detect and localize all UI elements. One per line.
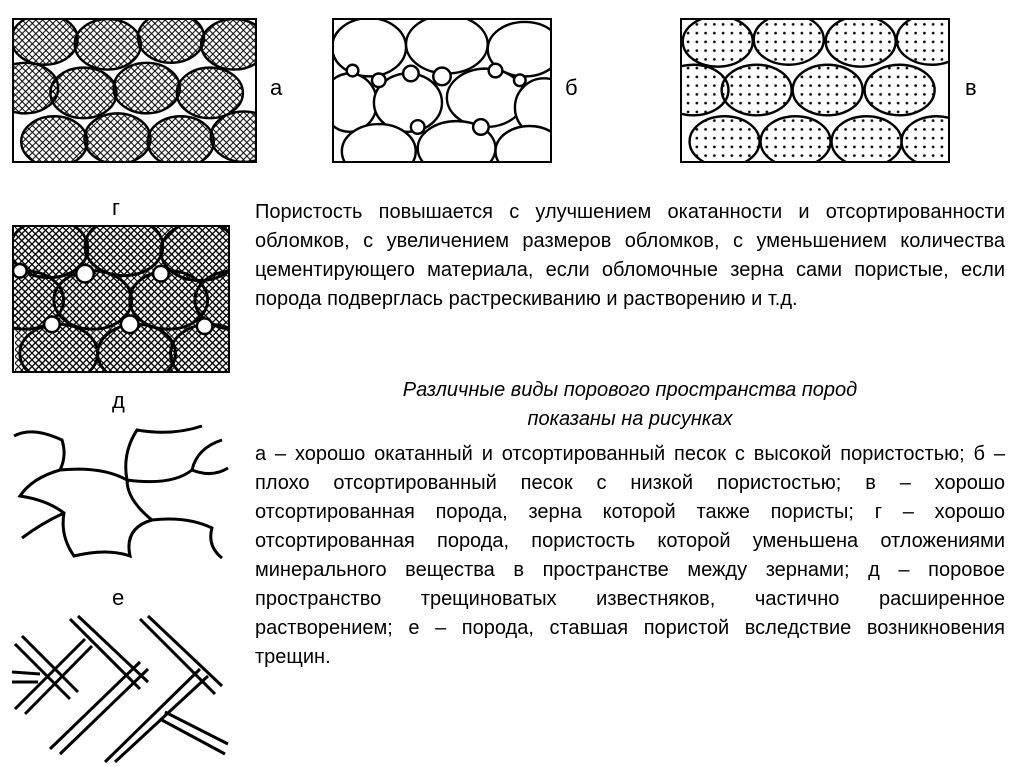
figure-e <box>10 614 230 764</box>
heading-line-1: Различные виды порового пространства пор… <box>403 379 857 401</box>
figure-g-svg <box>14 227 228 371</box>
heading-line-2: показаны на рисунках <box>527 408 732 430</box>
figure-g <box>12 225 230 373</box>
figure-v-svg <box>682 20 948 161</box>
paragraph-porosity: Пористость повышается с улучшением оката… <box>255 198 1005 314</box>
figure-b <box>332 18 552 163</box>
label-b: б <box>565 75 578 101</box>
figure-a-svg <box>14 20 255 161</box>
figure-a <box>12 18 257 163</box>
paragraph-legend: а – хорошо окатанный и отсортированный п… <box>255 440 1005 672</box>
figure-d <box>12 418 230 564</box>
label-v: в <box>965 75 977 101</box>
label-a: а <box>270 75 282 101</box>
heading-types: Различные виды порового пространства пор… <box>255 376 1005 434</box>
label-g: г <box>112 195 120 221</box>
figure-d-svg <box>12 418 230 564</box>
label-d: д <box>112 388 125 414</box>
label-e: е <box>112 585 124 611</box>
figure-e-svg <box>10 614 230 764</box>
figure-b-svg <box>334 20 550 161</box>
figure-v <box>680 18 950 163</box>
